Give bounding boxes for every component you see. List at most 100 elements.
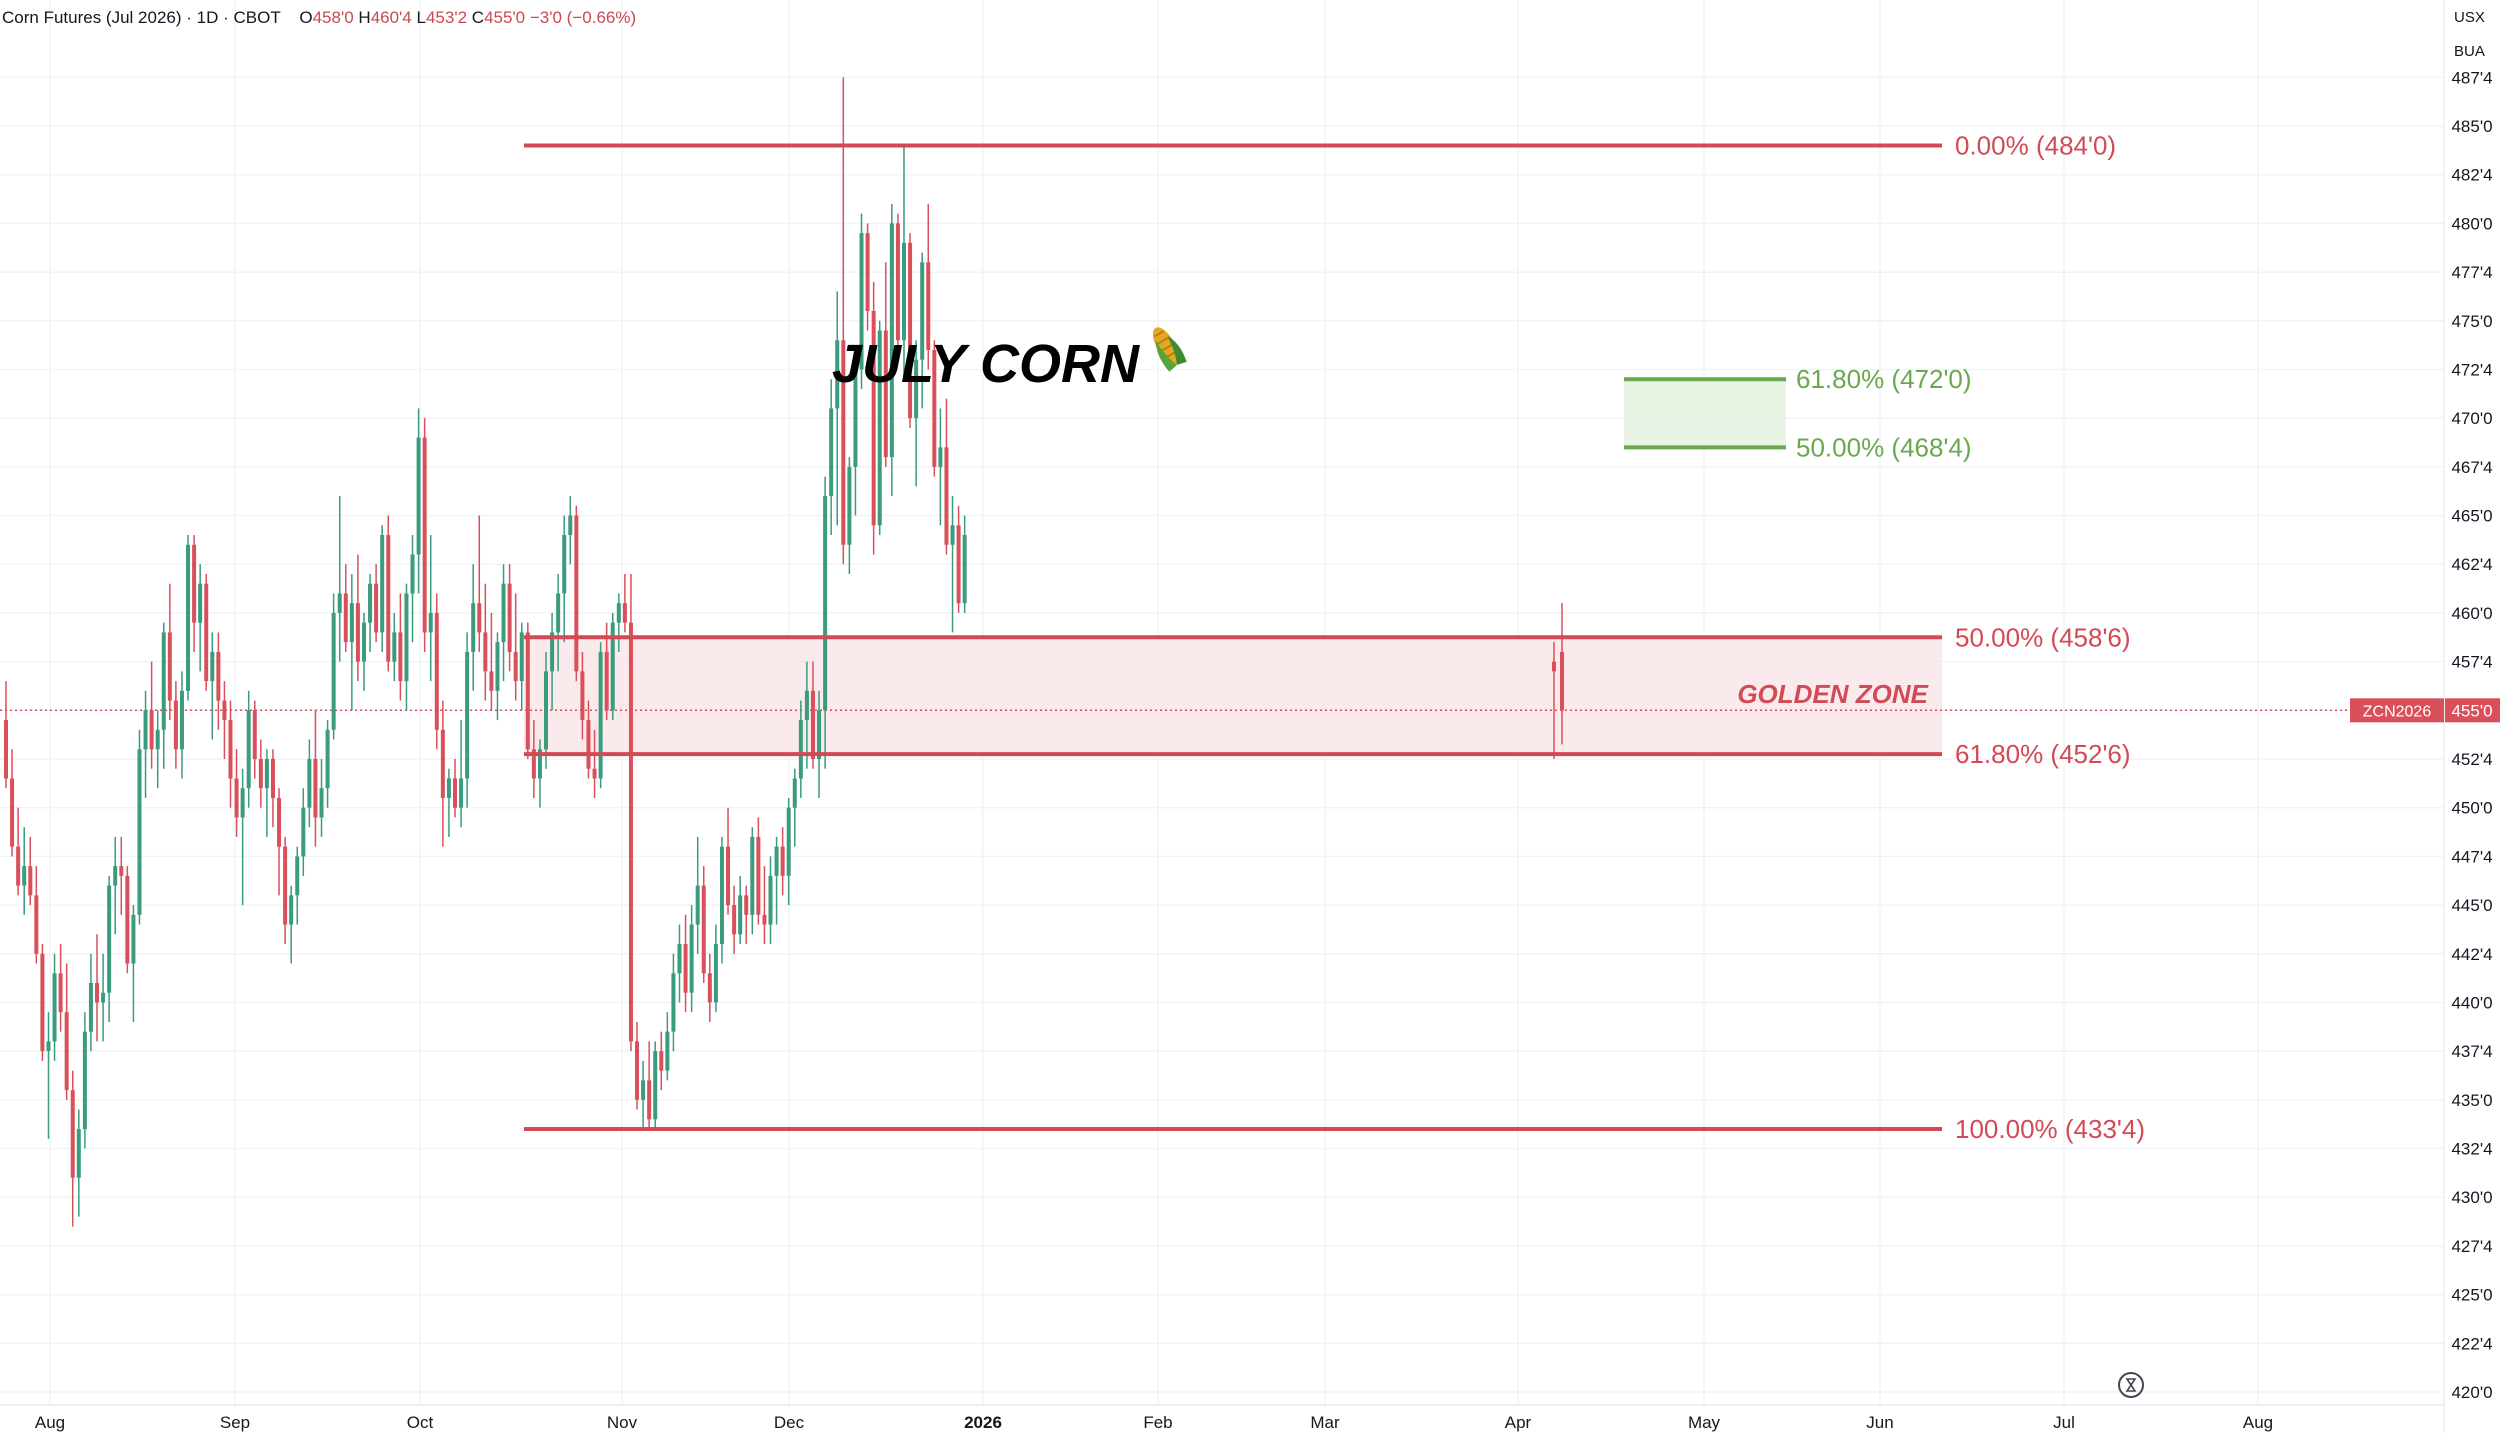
price-tick-label: 482'4 bbox=[2451, 166, 2492, 185]
candle bbox=[665, 1031, 670, 1071]
candle bbox=[428, 612, 433, 633]
time-axis[interactable]: Aug Sep Oct Nov Dec 2026 Feb Mar Apr May Jun Jul Aug bbox=[0, 1404, 2444, 1432]
price-axis[interactable]: 420'0 422'4 425'0 427'4 430'0 432'4 435'0 437'4… bbox=[2350, 0, 2500, 1433]
candle bbox=[756, 836, 761, 915]
price-tick-label: 487'4 bbox=[2451, 68, 2492, 87]
fib-label: 100.00% (433'4) bbox=[1955, 1114, 2145, 1144]
candle bbox=[525, 632, 530, 750]
candle bbox=[410, 554, 415, 594]
candle bbox=[823, 496, 828, 711]
candle bbox=[277, 797, 282, 847]
candle bbox=[962, 535, 967, 604]
fib-label: 0.00% (484'0) bbox=[1955, 130, 2116, 160]
candle bbox=[82, 1031, 87, 1130]
candle bbox=[489, 671, 494, 691]
time-tick-label: Sep bbox=[220, 1413, 250, 1432]
candle bbox=[343, 593, 348, 643]
candle bbox=[744, 895, 749, 915]
candle bbox=[361, 622, 366, 662]
candle bbox=[616, 603, 621, 623]
candle bbox=[562, 535, 567, 594]
open-label: O bbox=[299, 8, 313, 27]
candle bbox=[216, 651, 221, 701]
price-tick-label: 480'0 bbox=[2451, 214, 2492, 233]
candle bbox=[374, 583, 379, 633]
candle bbox=[544, 671, 549, 750]
candle bbox=[762, 914, 767, 925]
high-value: 460'4 bbox=[370, 8, 412, 27]
candle bbox=[920, 262, 925, 360]
candle bbox=[586, 720, 591, 769]
golden-zone-label: GOLDEN ZONE bbox=[1737, 679, 1928, 709]
candle bbox=[774, 846, 779, 876]
price-tick-label: 457'4 bbox=[2451, 653, 2492, 672]
candle bbox=[501, 583, 506, 643]
candle bbox=[574, 515, 579, 672]
candle bbox=[258, 759, 263, 789]
currency-label[interactable]: USX bbox=[2454, 9, 2485, 26]
candle bbox=[695, 885, 700, 925]
price-tick-label: 450'0 bbox=[2451, 799, 2492, 818]
candle bbox=[459, 778, 464, 808]
target-fib-label: 50.00% (468'4) bbox=[1796, 432, 1972, 462]
candle bbox=[101, 992, 106, 1003]
candle bbox=[768, 875, 773, 925]
price-tick-label: 460'0 bbox=[2451, 604, 2492, 623]
candle bbox=[422, 437, 427, 633]
candle bbox=[446, 778, 451, 798]
candle bbox=[713, 944, 718, 1003]
time-tick-label: Aug bbox=[35, 1413, 65, 1432]
candle bbox=[677, 944, 682, 974]
last-price-box bbox=[2445, 698, 2500, 723]
candle bbox=[4, 720, 8, 779]
candle bbox=[659, 1051, 664, 1071]
candle bbox=[155, 729, 160, 750]
unit-label[interactable]: BUA bbox=[2454, 43, 2485, 60]
candle bbox=[380, 535, 385, 633]
candle bbox=[883, 330, 888, 458]
price-tick-label: 440'0 bbox=[2451, 993, 2492, 1012]
price-tick-label: 462'4 bbox=[2451, 555, 2492, 574]
candle bbox=[246, 710, 251, 789]
candle bbox=[143, 710, 148, 750]
price-tick-label: 452'4 bbox=[2451, 750, 2492, 769]
candle bbox=[392, 632, 397, 662]
candle bbox=[847, 466, 852, 545]
interval[interactable]: 1D bbox=[196, 8, 219, 27]
candle bbox=[404, 593, 409, 682]
hourglass-icon[interactable] bbox=[2118, 1372, 2144, 1398]
time-tick-label: Oct bbox=[407, 1413, 434, 1432]
time-tick-label: Jul bbox=[2053, 1413, 2075, 1432]
symbol-tag-box bbox=[2350, 698, 2444, 723]
time-tick-label: Dec bbox=[774, 1413, 805, 1432]
candle bbox=[125, 875, 130, 964]
target-zone-area bbox=[1624, 379, 1786, 448]
candle bbox=[210, 651, 215, 682]
time-tick-label: May bbox=[1688, 1413, 1721, 1432]
candle bbox=[598, 651, 603, 779]
candle bbox=[871, 311, 876, 526]
price-tick-label: 435'0 bbox=[2451, 1091, 2492, 1110]
candle bbox=[204, 583, 209, 682]
candle bbox=[16, 846, 21, 886]
symbol-name[interactable]: Corn Futures (Jul 2026) bbox=[2, 8, 182, 27]
candle bbox=[10, 778, 15, 847]
candle bbox=[355, 603, 360, 662]
candle bbox=[252, 710, 257, 759]
candle bbox=[671, 973, 676, 1032]
candle bbox=[750, 836, 755, 915]
price-tick-label: 430'0 bbox=[2451, 1188, 2492, 1207]
candle bbox=[689, 924, 694, 993]
candle bbox=[513, 651, 518, 682]
time-tick-label: Nov bbox=[607, 1413, 638, 1432]
candle bbox=[440, 729, 445, 798]
candle bbox=[477, 603, 482, 633]
candle bbox=[283, 846, 288, 925]
candle bbox=[531, 749, 536, 779]
candle bbox=[889, 223, 894, 458]
candle bbox=[780, 846, 785, 876]
candle bbox=[119, 866, 124, 876]
candle bbox=[738, 895, 743, 935]
symbol-header: Corn Futures (Jul 2026) · 1D · CBOT O458… bbox=[2, 8, 637, 27]
